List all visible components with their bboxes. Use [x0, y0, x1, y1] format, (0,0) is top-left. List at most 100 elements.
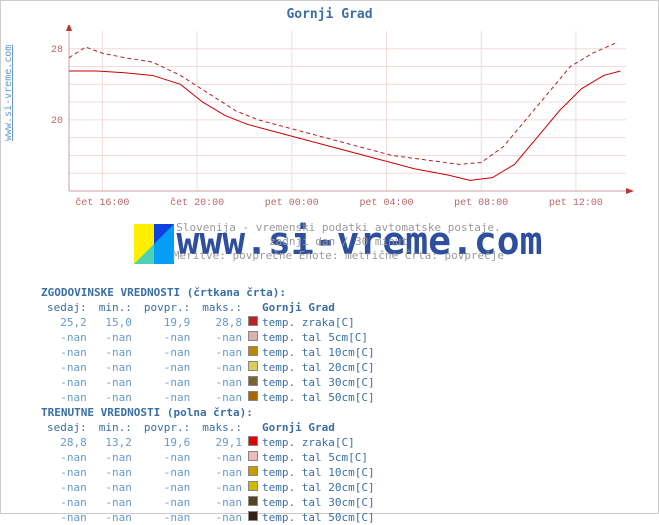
val-avg: -nan [138, 495, 196, 510]
val-max: 29,1 [196, 435, 248, 450]
val-now: -nan [41, 465, 93, 480]
val-min: 13,2 [93, 435, 138, 450]
val-now: -nan [41, 450, 93, 465]
val-max: -nan [196, 330, 248, 345]
val-min: -nan [93, 375, 138, 390]
legend-label: temp. zraka[C] [258, 435, 381, 450]
svg-text:pet 08:00: pet 08:00 [454, 198, 508, 209]
val-max: -nan [196, 375, 248, 390]
val-min: -nan [93, 495, 138, 510]
svg-text:28: 28 [51, 45, 63, 56]
legend-swatch [248, 480, 258, 495]
legend-swatch [248, 450, 258, 465]
col-avg: povpr.: [138, 300, 196, 315]
val-now: -nan [41, 375, 93, 390]
val-max: -nan [196, 510, 248, 525]
val-max: -nan [196, 480, 248, 495]
val-max: -nan [196, 495, 248, 510]
svg-text:pet 12:00: pet 12:00 [549, 198, 603, 209]
legend-label: temp. tal 30cm[C] [258, 495, 381, 510]
val-avg: 19,6 [138, 435, 196, 450]
val-max: -nan [196, 345, 248, 360]
val-now: -nan [41, 330, 93, 345]
val-avg: -nan [138, 450, 196, 465]
val-avg: -nan [138, 375, 196, 390]
legend-label: temp. tal 10cm[C] [258, 345, 381, 360]
legend-label: temp. tal 10cm[C] [258, 465, 381, 480]
val-min: -nan [93, 390, 138, 405]
val-avg: 19,9 [138, 315, 196, 330]
svg-text:20: 20 [51, 116, 63, 127]
val-min: -nan [93, 360, 138, 375]
legend-swatch [248, 510, 258, 525]
caption-line-3: Meritve: povprečne Enote: metrične Črta:… [173, 249, 504, 262]
legend-label: temp. tal 20cm[C] [258, 360, 381, 375]
legend-swatch [248, 360, 258, 375]
val-now: 25,2 [41, 315, 93, 330]
section-title: TRENUTNE VREDNOSTI (polna črta): [41, 405, 381, 420]
chart-title: Gornji Grad [1, 7, 658, 22]
val-now: -nan [41, 390, 93, 405]
chart-caption: Slovenija - vremenski podatki avtomatske… [41, 221, 636, 263]
val-now: -nan [41, 360, 93, 375]
col-min: min.: [93, 420, 138, 435]
legend-swatch [248, 390, 258, 405]
svg-text:čet 20:00: čet 20:00 [170, 197, 224, 209]
legend-label: temp. tal 5cm[C] [258, 450, 381, 465]
val-avg: -nan [138, 390, 196, 405]
legend-swatch [248, 375, 258, 390]
val-now: 28,8 [41, 435, 93, 450]
station-header: Gornji Grad [258, 420, 381, 435]
val-avg: -nan [138, 480, 196, 495]
legend-label: temp. tal 50cm[C] [258, 390, 381, 405]
legend-label: temp. tal 30cm[C] [258, 375, 381, 390]
caption-line-2: zadnji dan / 30 minut [269, 235, 408, 248]
station-header: Gornji Grad [258, 300, 381, 315]
val-avg: -nan [138, 345, 196, 360]
col-now: sedaj: [41, 300, 93, 315]
val-min: -nan [93, 480, 138, 495]
val-now: -nan [41, 495, 93, 510]
chart-area: čet 16:00 čet 20:00 pet 00:00 pet 04:00 pet … [41, 25, 636, 215]
source-link-anchor[interactable]: www.si-vreme.com [3, 45, 14, 141]
val-avg: -nan [138, 330, 196, 345]
val-max: -nan [196, 465, 248, 480]
val-avg: -nan [138, 510, 196, 525]
val-avg: -nan [138, 465, 196, 480]
caption-line-1: Slovenija - vremenski podatki avtomatske… [176, 221, 501, 234]
svg-text:pet 04:00: pet 04:00 [359, 198, 413, 209]
val-max: 28,8 [196, 315, 248, 330]
legend-swatch [248, 330, 258, 345]
legend-label: temp. tal 20cm[C] [258, 480, 381, 495]
val-min: -nan [93, 510, 138, 525]
legend-label: temp. tal 5cm[C] [258, 330, 381, 345]
legend-swatch [248, 315, 258, 330]
data-tables: ZGODOVINSKE VREDNOSTI (črtkana črta):sed… [41, 285, 636, 525]
legend-swatch [248, 435, 258, 450]
val-min: -nan [93, 345, 138, 360]
col-max: maks.: [196, 420, 248, 435]
col-min: min.: [93, 300, 138, 315]
svg-text:pet 00:00: pet 00:00 [265, 198, 319, 209]
val-max: -nan [196, 360, 248, 375]
val-min: -nan [93, 465, 138, 480]
svg-text:čet 16:00: čet 16:00 [75, 197, 129, 209]
val-now: -nan [41, 345, 93, 360]
val-max: -nan [196, 450, 248, 465]
col-avg: povpr.: [138, 420, 196, 435]
legend-swatch [248, 495, 258, 510]
val-min: -nan [93, 330, 138, 345]
col-now: sedaj: [41, 420, 93, 435]
source-link: www.si-vreme.com [3, 45, 14, 141]
legend-swatch [248, 465, 258, 480]
section-title: ZGODOVINSKE VREDNOSTI (črtkana črta): [41, 285, 381, 300]
val-max: -nan [196, 390, 248, 405]
val-min: 15,0 [93, 315, 138, 330]
val-now: -nan [41, 480, 93, 495]
legend-label: temp. zraka[C] [258, 315, 381, 330]
legend-label: temp. tal 50cm[C] [258, 510, 381, 525]
val-avg: -nan [138, 360, 196, 375]
val-min: -nan [93, 450, 138, 465]
legend-swatch [248, 345, 258, 360]
col-max: maks.: [196, 300, 248, 315]
